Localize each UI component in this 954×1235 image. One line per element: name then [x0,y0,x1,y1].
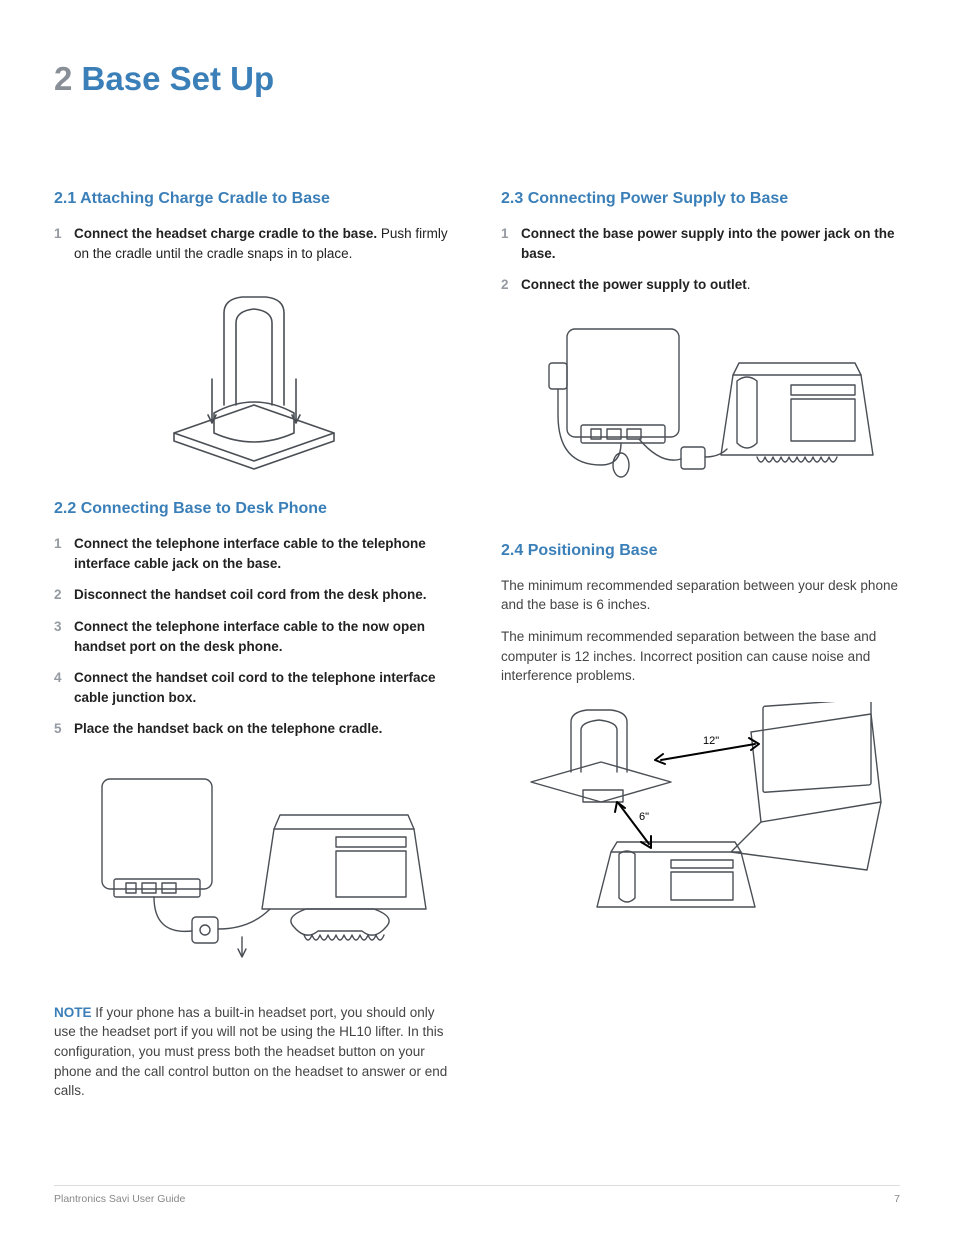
step-item: Place the handset back on the telephone … [54,719,453,739]
step-bold: Disconnect the handset coil cord from th… [74,587,427,602]
note-paragraph: NOTE If your phone has a built-in headse… [54,1003,453,1101]
step-bold: Connect the telephone interface cable to… [74,619,425,654]
chapter-text: Base Set Up [82,60,275,97]
section-heading-21: 2.1 Attaching Charge Cradle to Base [54,187,453,210]
step-bold: Connect the headset charge cradle to the… [74,226,377,241]
step-item: Connect the telephone interface cable to… [54,617,453,656]
left-column: 2.1 Attaching Charge Cradle to Base Conn… [54,187,453,1113]
steps-list-21: Connect the headset charge cradle to the… [54,224,453,263]
distance-label-6: 6" [639,811,649,823]
step-bold: Connect the base power supply into the p… [521,226,895,261]
diagram-desk-phone [54,759,453,979]
step-bold: Connect the power supply to outlet [521,277,747,292]
step-bold: Connect the telephone interface cable to… [74,536,426,571]
note-text: If your phone has a built-in headset por… [54,1005,447,1098]
step-bold: Connect the handset coil cord to the tel… [74,670,436,705]
step-bold: Place the handset back on the telephone … [74,721,382,736]
diagram-positioning: 12" 6" [501,702,900,922]
step-item: Connect the base power supply into the p… [501,224,900,263]
right-column: 2.3 Connecting Power Supply to Base Conn… [501,187,900,1113]
step-item: Disconnect the handset coil cord from th… [54,585,453,605]
two-column-layout: 2.1 Attaching Charge Cradle to Base Conn… [54,187,900,1113]
chapter-number: 2 [54,60,72,97]
body-paragraph: The minimum recommended separation betwe… [501,627,900,686]
step-item: Connect the handset coil cord to the tel… [54,668,453,707]
step-item: Connect the power supply to outlet. [501,275,900,295]
document-page: 2 Base Set Up 2.1 Attaching Charge Cradl… [0,0,954,1235]
page-footer: Plantronics Savi User Guide 7 [54,1185,900,1207]
step-item: Connect the headset charge cradle to the… [54,224,453,263]
section-heading-23: 2.3 Connecting Power Supply to Base [501,187,900,210]
note-label: NOTE [54,1005,92,1020]
body-paragraph: The minimum recommended separation betwe… [501,576,900,615]
step-extra: . [747,277,751,292]
cradle-icon [154,283,354,473]
footer-page-number: 7 [894,1192,900,1207]
section-heading-24: 2.4 Positioning Base [501,539,900,562]
step-item: Connect the telephone interface cable to… [54,534,453,573]
chapter-title: 2 Base Set Up [54,55,900,103]
diagram-cradle [54,283,453,473]
diagram-power [501,315,900,515]
power-supply-icon [521,315,881,515]
footer-left: Plantronics Savi User Guide [54,1192,185,1207]
section-heading-22: 2.2 Connecting Base to Desk Phone [54,497,453,520]
positioning-icon: 12" 6" [511,702,891,922]
steps-list-23: Connect the base power supply into the p… [501,224,900,295]
distance-label-12: 12" [703,735,719,747]
steps-list-22: Connect the telephone interface cable to… [54,534,453,739]
desk-phone-wiring-icon [74,759,434,979]
